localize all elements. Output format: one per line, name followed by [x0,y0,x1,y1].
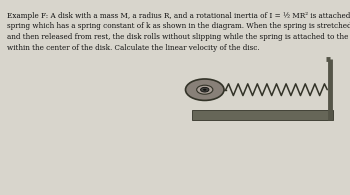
Bar [192,110,332,120]
Circle shape [203,89,206,91]
Text: Example F: A disk with a mass M, a radius R, and a rotational inertia of I = ½ M: Example F: A disk with a mass M, a radiu… [7,12,350,52]
Circle shape [201,87,209,92]
Circle shape [197,85,213,94]
Circle shape [186,79,224,100]
